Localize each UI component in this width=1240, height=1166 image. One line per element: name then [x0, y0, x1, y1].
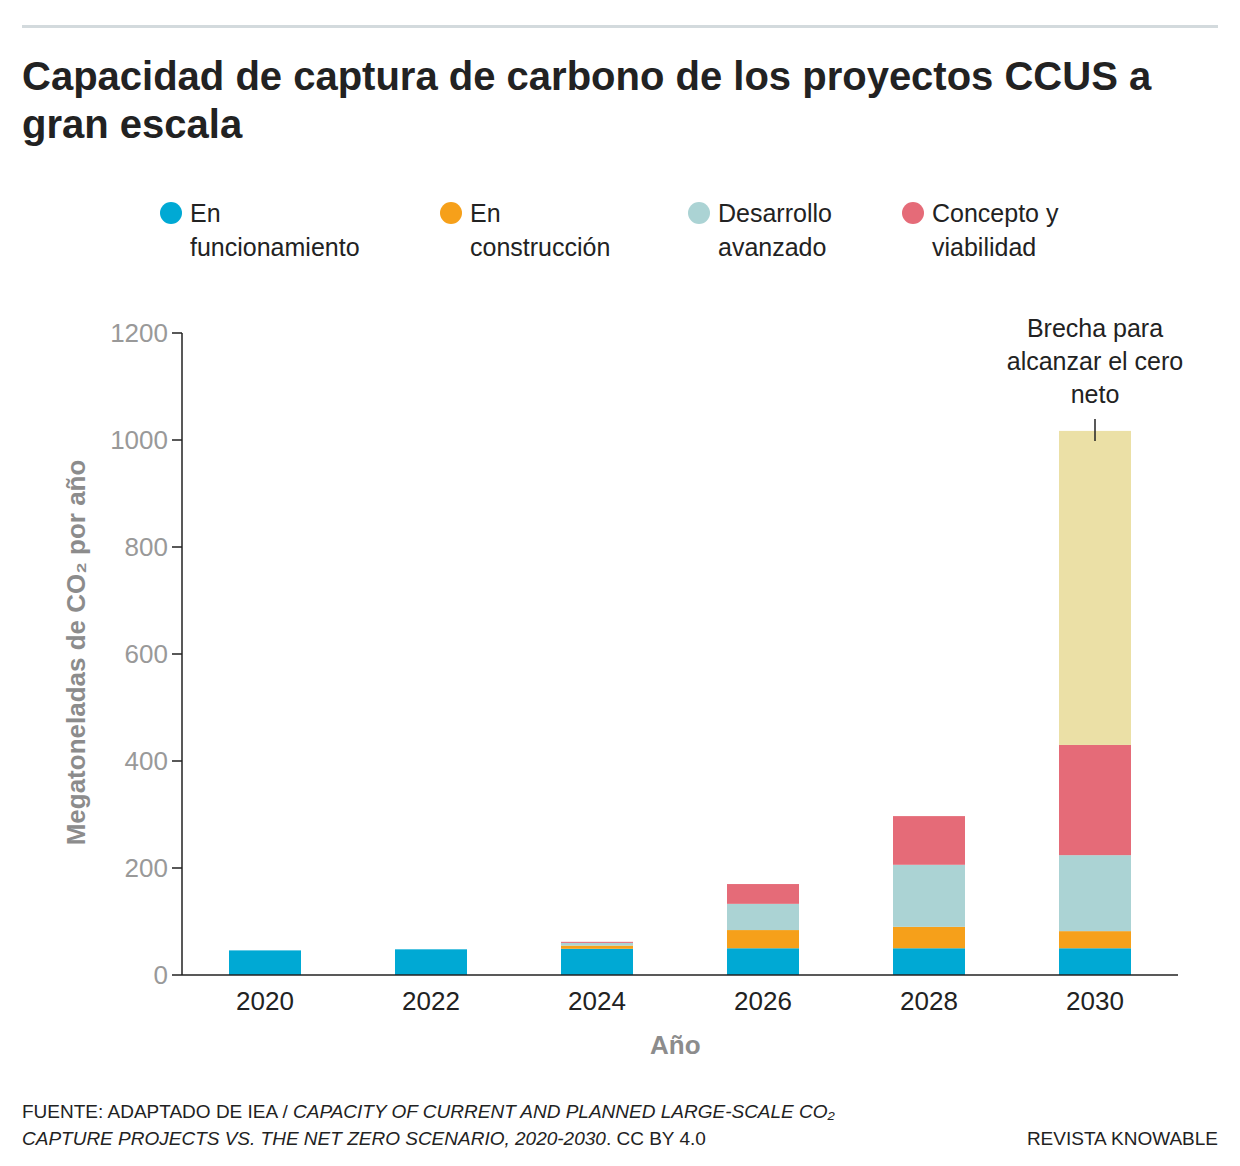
y-tick-label: 1000	[110, 425, 168, 455]
x-tick-label: 2024	[568, 986, 626, 1016]
y-tick	[172, 867, 182, 869]
bar-segment	[727, 884, 799, 904]
x-axis	[182, 974, 1178, 976]
bar-segment	[727, 904, 799, 930]
legend-swatch	[902, 202, 924, 224]
annotation-line	[1094, 419, 1096, 441]
source: FUENTE: ADAPTADO DE IEA / CAPACITY OF CU…	[22, 1098, 922, 1152]
credit: REVISTA KNOWABLE	[1027, 1125, 1218, 1152]
y-tick-label: 800	[125, 532, 168, 562]
y-tick	[172, 760, 182, 762]
bar-segment	[893, 927, 965, 948]
bar-segment	[561, 949, 633, 975]
legend-label: Desarrollo avanzado	[718, 196, 868, 264]
y-axis-label: Megatoneladas de CO₂ por año	[61, 459, 92, 845]
x-tick-label: 2028	[900, 986, 958, 1016]
x-tick-label: 2026	[734, 986, 792, 1016]
y-tick-label: 600	[125, 639, 168, 669]
legend-swatch	[160, 202, 182, 224]
bar-segment	[1059, 745, 1131, 855]
y-tick	[172, 653, 182, 655]
bar-segment	[893, 816, 965, 865]
title: Capacidad de captura de carbono de los p…	[22, 52, 1192, 148]
y-tick-label: 1200	[110, 318, 168, 348]
bar-segment	[561, 946, 633, 949]
bar-segment	[893, 865, 965, 927]
x-tick-label: 2030	[1066, 986, 1124, 1016]
source-text: FUENTE: ADAPTADO DE IEA /	[22, 1101, 293, 1122]
bar-segment	[1059, 855, 1131, 931]
y-tick	[172, 974, 182, 976]
legend-label: En construcción	[470, 196, 620, 264]
y-tick	[172, 546, 182, 548]
y-tick-label: 200	[125, 853, 168, 883]
annotation: Brecha para alcanzar el cero neto	[1005, 312, 1185, 411]
bars	[229, 431, 1131, 975]
chart: 0 200 400 600 800 1000 1200 2020 2022 2024 2026 202…	[0, 0, 1240, 1166]
x-tick-label: 2020	[236, 986, 294, 1016]
legend-swatch	[440, 202, 462, 224]
x-tick-label: 2022	[402, 986, 460, 1016]
bar-segment	[1059, 931, 1131, 948]
bar-segment	[893, 948, 965, 975]
bar-segment	[727, 930, 799, 948]
bar-segment	[229, 950, 301, 975]
x-axis-label: Año	[650, 1030, 701, 1061]
legend-label: Concepto y viabilidad	[932, 196, 1092, 264]
bar-segment	[561, 942, 633, 943]
top-rule	[22, 25, 1218, 28]
gap-segment	[1059, 431, 1131, 745]
bar-segment	[727, 948, 799, 975]
y-tick	[172, 332, 182, 334]
y-tick-label: 400	[125, 746, 168, 776]
legend-swatch	[688, 202, 710, 224]
y-axis	[181, 333, 183, 975]
source-text: . CC BY 4.0	[606, 1128, 706, 1149]
bar-segment	[395, 949, 467, 975]
legend-label: En funcionamiento	[190, 196, 390, 264]
y-tick	[172, 439, 182, 441]
bar-segment	[561, 943, 633, 946]
y-tick-label: 0	[154, 960, 168, 990]
bar-segment	[1059, 948, 1131, 975]
